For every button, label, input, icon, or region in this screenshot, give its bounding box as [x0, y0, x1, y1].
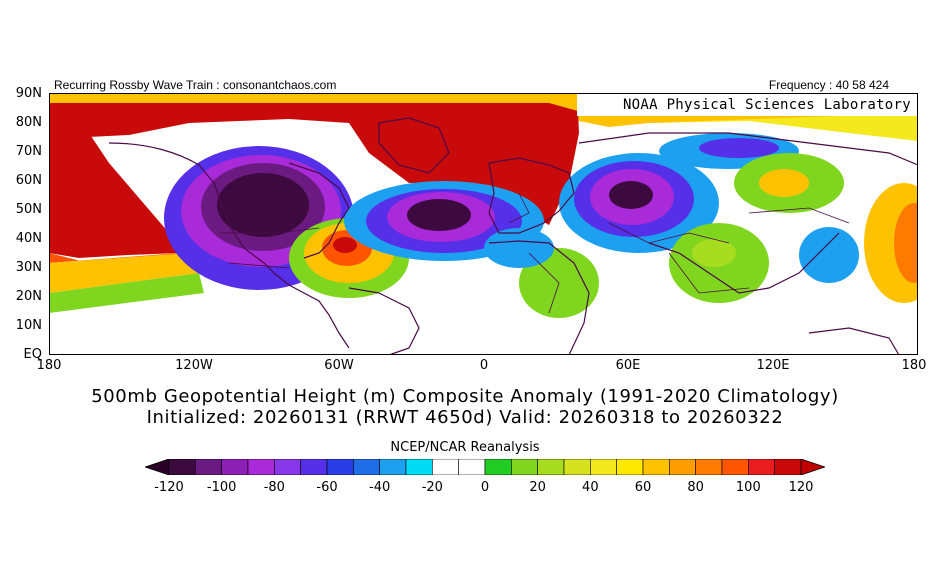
colorbar-swatch [432, 459, 459, 475]
colorbar-swatch [353, 459, 380, 475]
top-left-label: Recurring Rossby Wave Train : consonantc… [54, 78, 337, 92]
colorbar-tick-label: 0 [480, 480, 490, 495]
colorbar-swatch [247, 459, 275, 475]
colorbar-swatch [221, 459, 249, 475]
atl-trough-core [407, 199, 471, 231]
coastlines [108, 117, 918, 355]
map-frame [49, 93, 918, 355]
japan-trough [799, 227, 859, 283]
map-title-line1: 500mb Geopotential Height (m) Composite … [91, 386, 839, 407]
y-tick-80n: 80N [15, 115, 42, 130]
siberia-trough-core [699, 138, 779, 158]
colorbar-tick-label: -20 [421, 480, 443, 495]
mediterranean-trough [484, 228, 554, 268]
country-borders [219, 192, 850, 314]
colorbar-tick-label: 60 [634, 480, 652, 495]
colorbar-tick-label: 20 [529, 480, 546, 495]
x-tick-60w: 60W [324, 358, 354, 373]
colorbar-tick-label: -40 [369, 480, 391, 495]
south-america-coast [348, 287, 420, 355]
africa-coast [488, 240, 590, 355]
colorbar-tick-label: -120 [154, 480, 184, 495]
pacific-green-edge [49, 273, 204, 313]
colorbar-tick-label: -60 [316, 480, 338, 495]
anomaly-map [49, 93, 918, 355]
colorbar-swatch [590, 459, 617, 475]
colorbar-swatch [379, 459, 407, 475]
ridge-core [49, 103, 579, 225]
colorbar-swatch [721, 459, 749, 475]
colorbar-swatch [748, 459, 775, 475]
y-tick-eq: EQ [23, 347, 42, 362]
x-tick-180w: 180 [36, 358, 62, 373]
colorbar-tick-label: -100 [206, 480, 237, 495]
na-trough-core [217, 173, 309, 237]
frequency-label: Frequency : 40 58 424 [768, 78, 889, 92]
colorbar-swatch [326, 459, 354, 475]
colorbar-swatch [669, 459, 696, 475]
colorbar-swatch [616, 459, 644, 475]
australia-coast [808, 327, 900, 355]
colorbar-tick-label: 80 [687, 480, 704, 495]
colorbar-tick-label: 100 [735, 480, 761, 495]
lab-name-box: NOAA Physical Sciences Laboratory [577, 94, 917, 116]
pacific-lower-band [49, 253, 199, 293]
colorbar [145, 459, 825, 475]
y-tick-30n: 30N [15, 260, 42, 275]
map-title-line2: Initialized: 20260131 (RRWT 4650d) Valid… [146, 407, 784, 428]
colorbar-swatch [168, 459, 196, 475]
x-tick-180e: 180 [901, 358, 927, 373]
east-asia-ridge-core [759, 169, 809, 197]
x-tick-120e: 120E [756, 358, 790, 373]
asia-coast [578, 132, 918, 294]
colorbar-swatch [274, 459, 301, 475]
pacific-ridge-lobe [49, 133, 179, 258]
colorbar-left-arrow [145, 459, 170, 475]
north-america-coast [108, 142, 350, 349]
colorbar-swatch [300, 459, 328, 475]
greenland-coast [378, 117, 450, 174]
atl-ridge-core [333, 237, 357, 253]
x-tick-60e: 60E [615, 358, 641, 373]
y-tick-70n: 70N [15, 144, 42, 159]
west-pacific-ridge-core [894, 203, 918, 283]
colorbar-swatch [195, 459, 222, 475]
colorbar-right-arrow [800, 459, 825, 475]
colorbar-swatch [458, 459, 486, 475]
colorbar-swatch [774, 459, 802, 475]
colorbar-swatch [405, 459, 433, 475]
y-tick-50n: 50N [15, 202, 42, 217]
y-tick-90n: 90N [15, 86, 42, 101]
y-tick-60n: 60N [15, 173, 42, 188]
colorbar-tick-label: 40 [582, 480, 599, 495]
x-tick-120w: 120W [175, 358, 213, 373]
colorbar-swatch [563, 459, 591, 475]
europe-coast [488, 157, 575, 234]
y-tick-10n: 10N [15, 318, 42, 333]
colorbar-swatch [484, 459, 512, 475]
south-asia-ridge-core [692, 239, 736, 267]
colorbar-swatch [511, 459, 538, 475]
colorbar-tick-label: -80 [263, 480, 285, 495]
asia-trough-core [609, 181, 653, 209]
colorbar-swatch [537, 459, 565, 475]
colorbar-swatch [642, 459, 670, 475]
colorbar-swatch [695, 459, 723, 475]
y-tick-40n: 40N [15, 231, 42, 246]
y-tick-20n: 20N [15, 289, 42, 304]
source-label: NCEP/NCAR Reanalysis [390, 440, 540, 455]
x-tick-0: 0 [479, 358, 489, 373]
colorbar-tick-label: 120 [788, 480, 814, 495]
